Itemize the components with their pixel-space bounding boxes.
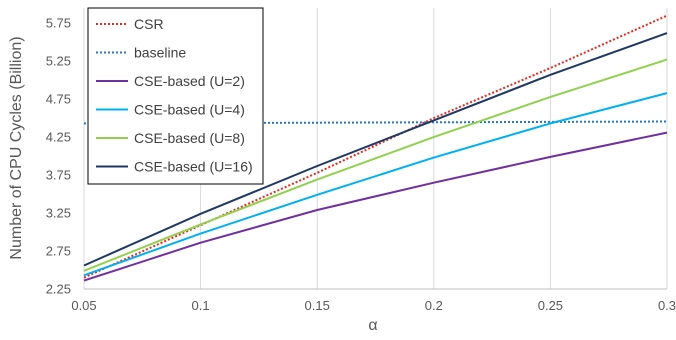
y-tick-label: 3.75 (46, 168, 71, 183)
x-axis-title: α (368, 317, 377, 334)
series-line-cse-based-u-16 (83, 32, 668, 267)
series-lines (83, 14, 668, 282)
x-tick-label: 0.3 (658, 298, 676, 313)
x-tick-label: 0.15 (305, 298, 330, 313)
y-tick-label: 4.25 (46, 130, 71, 145)
axes: 0.05 0.1 0.15 0.2 0.25 0.3 2.25 2.75 3.25 3.75 4.2… (46, 16, 676, 313)
x-tick-label: 0.05 (71, 298, 96, 313)
legend: CSR baseline CSE-based (U=2) CSE-based (U=4… (87, 7, 264, 185)
series-line-cse-based-u-4 (83, 92, 668, 277)
x-tick-label: 0.2 (425, 298, 443, 313)
series-line-cse-based-u-2 (83, 131, 668, 282)
series-line-csr (83, 14, 668, 279)
y-axis-title: Number of CPU Cycles (Billion) (8, 36, 25, 259)
y-tick-label: 5.25 (46, 54, 71, 69)
y-tick-label: 4.75 (46, 92, 71, 107)
legend-box (87, 7, 264, 185)
series-line-cse-based-u-8 (83, 58, 668, 272)
legend-label-baseline: baseline (134, 45, 186, 61)
legend-label-csr: CSR (134, 16, 164, 32)
y-tick-label: 2.25 (46, 282, 71, 297)
y-tick-label: 2.75 (46, 244, 71, 259)
x-tick-label: 0.25 (538, 298, 563, 313)
legend-label-cse-based-u-16: CSE-based (U=16) (134, 159, 253, 175)
legend-label-cse-based-u-2: CSE-based (U=2) (134, 73, 245, 89)
y-tick-label: 5.75 (46, 16, 71, 31)
y-tick-label: 3.25 (46, 206, 71, 221)
legend-label-cse-based-u-4: CSE-based (U=4) (134, 102, 245, 118)
legend-label-cse-based-u-8: CSE-based (U=8) (134, 130, 245, 146)
x-tick-label: 0.1 (192, 298, 210, 313)
